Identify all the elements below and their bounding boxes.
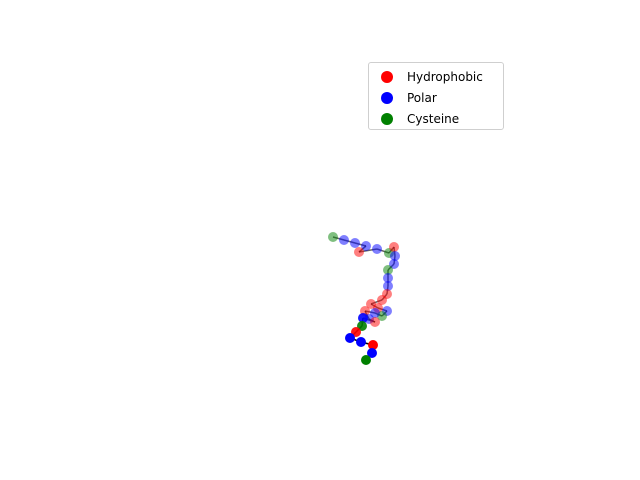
legend-label-polar: Polar — [407, 91, 437, 105]
legend-label-hydrophobic: Hydrophobic — [407, 70, 483, 84]
legend: Hydrophobic Polar Cysteine — [368, 62, 504, 130]
residue-point-polar — [372, 244, 382, 254]
legend-item-cysteine: Cysteine — [381, 111, 459, 127]
residue-point-hydrophobic — [377, 295, 387, 305]
legend-marker-hydrophobic — [381, 71, 393, 83]
residue-point-polar — [345, 333, 355, 343]
residue-point-polar — [339, 235, 349, 245]
residue-point-polar — [367, 348, 377, 358]
residue-point-polar — [383, 273, 393, 283]
residue-point-hydrophobic — [354, 247, 364, 257]
residue-point-polar — [390, 251, 400, 261]
legend-marker-cysteine — [381, 113, 393, 125]
residue-point-polar — [361, 241, 371, 251]
residue-point-cysteine — [361, 355, 371, 365]
legend-label-cysteine: Cysteine — [407, 112, 460, 126]
residue-point-cysteine — [383, 265, 393, 275]
residue-point-polar — [350, 238, 360, 248]
residue-points — [328, 232, 400, 365]
residue-point-hydrophobic — [389, 242, 399, 252]
residue-point-polar — [358, 313, 368, 323]
residue-point-polar — [383, 281, 393, 291]
residue-point-cysteine — [328, 232, 338, 242]
legend-marker-polar — [381, 92, 393, 104]
residue-point-hydrophobic — [368, 340, 378, 350]
legend-item-polar: Polar — [381, 90, 437, 106]
residue-point-polar — [356, 337, 366, 347]
legend-item-hydrophobic: Hydrophobic — [381, 69, 483, 85]
residue-point-hydrophobic — [370, 317, 380, 327]
